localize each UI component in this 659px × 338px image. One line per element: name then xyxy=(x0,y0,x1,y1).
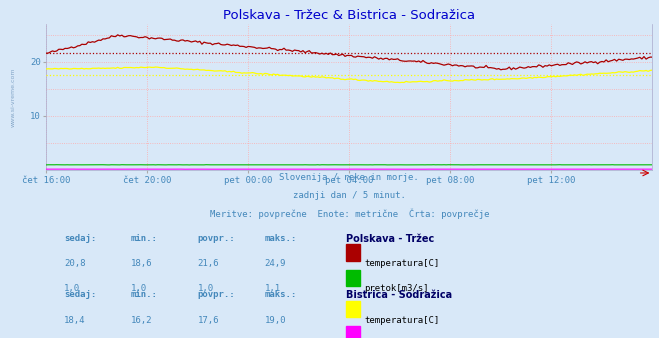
Text: 1,0: 1,0 xyxy=(198,285,214,293)
Text: 18,4: 18,4 xyxy=(65,316,86,325)
Bar xyxy=(346,244,360,261)
Text: Polskava - Tržec: Polskava - Tržec xyxy=(346,234,434,244)
Text: zadnji dan / 5 minut.: zadnji dan / 5 minut. xyxy=(293,191,406,200)
Text: temperatura[C]: temperatura[C] xyxy=(364,259,440,268)
Bar xyxy=(346,327,360,338)
Bar xyxy=(346,270,360,286)
Text: Bistrica - Sodražica: Bistrica - Sodražica xyxy=(346,290,452,300)
Text: 16,2: 16,2 xyxy=(131,316,152,325)
Text: 24,9: 24,9 xyxy=(264,259,286,268)
Text: min.:: min.: xyxy=(131,290,158,299)
Text: 18,6: 18,6 xyxy=(131,259,152,268)
Bar xyxy=(346,301,360,317)
Text: 21,6: 21,6 xyxy=(198,259,219,268)
Text: 19,0: 19,0 xyxy=(264,316,286,325)
Text: maks.:: maks.: xyxy=(264,234,297,243)
Text: Meritve: povprečne  Enote: metrične  Črta: povprečje: Meritve: povprečne Enote: metrične Črta:… xyxy=(210,209,489,219)
Text: 1,0: 1,0 xyxy=(65,285,80,293)
Text: 20,8: 20,8 xyxy=(65,259,86,268)
Text: www.si-vreme.com: www.si-vreme.com xyxy=(11,67,15,127)
Text: sedaj:: sedaj: xyxy=(65,234,97,243)
Text: pretok[m3/s]: pretok[m3/s] xyxy=(364,285,429,293)
Text: sedaj:: sedaj: xyxy=(65,290,97,299)
Text: temperatura[C]: temperatura[C] xyxy=(364,316,440,325)
Text: povpr.:: povpr.: xyxy=(198,290,235,299)
Text: povpr.:: povpr.: xyxy=(198,234,235,243)
Text: maks.:: maks.: xyxy=(264,290,297,299)
Title: Polskava - Tržec & Bistrica - Sodražica: Polskava - Tržec & Bistrica - Sodražica xyxy=(223,9,475,23)
Text: 1,1: 1,1 xyxy=(264,285,281,293)
Text: 1,0: 1,0 xyxy=(131,285,147,293)
Text: min.:: min.: xyxy=(131,234,158,243)
Text: Slovenija / reke in morje.: Slovenija / reke in morje. xyxy=(279,173,419,182)
Text: 17,6: 17,6 xyxy=(198,316,219,325)
